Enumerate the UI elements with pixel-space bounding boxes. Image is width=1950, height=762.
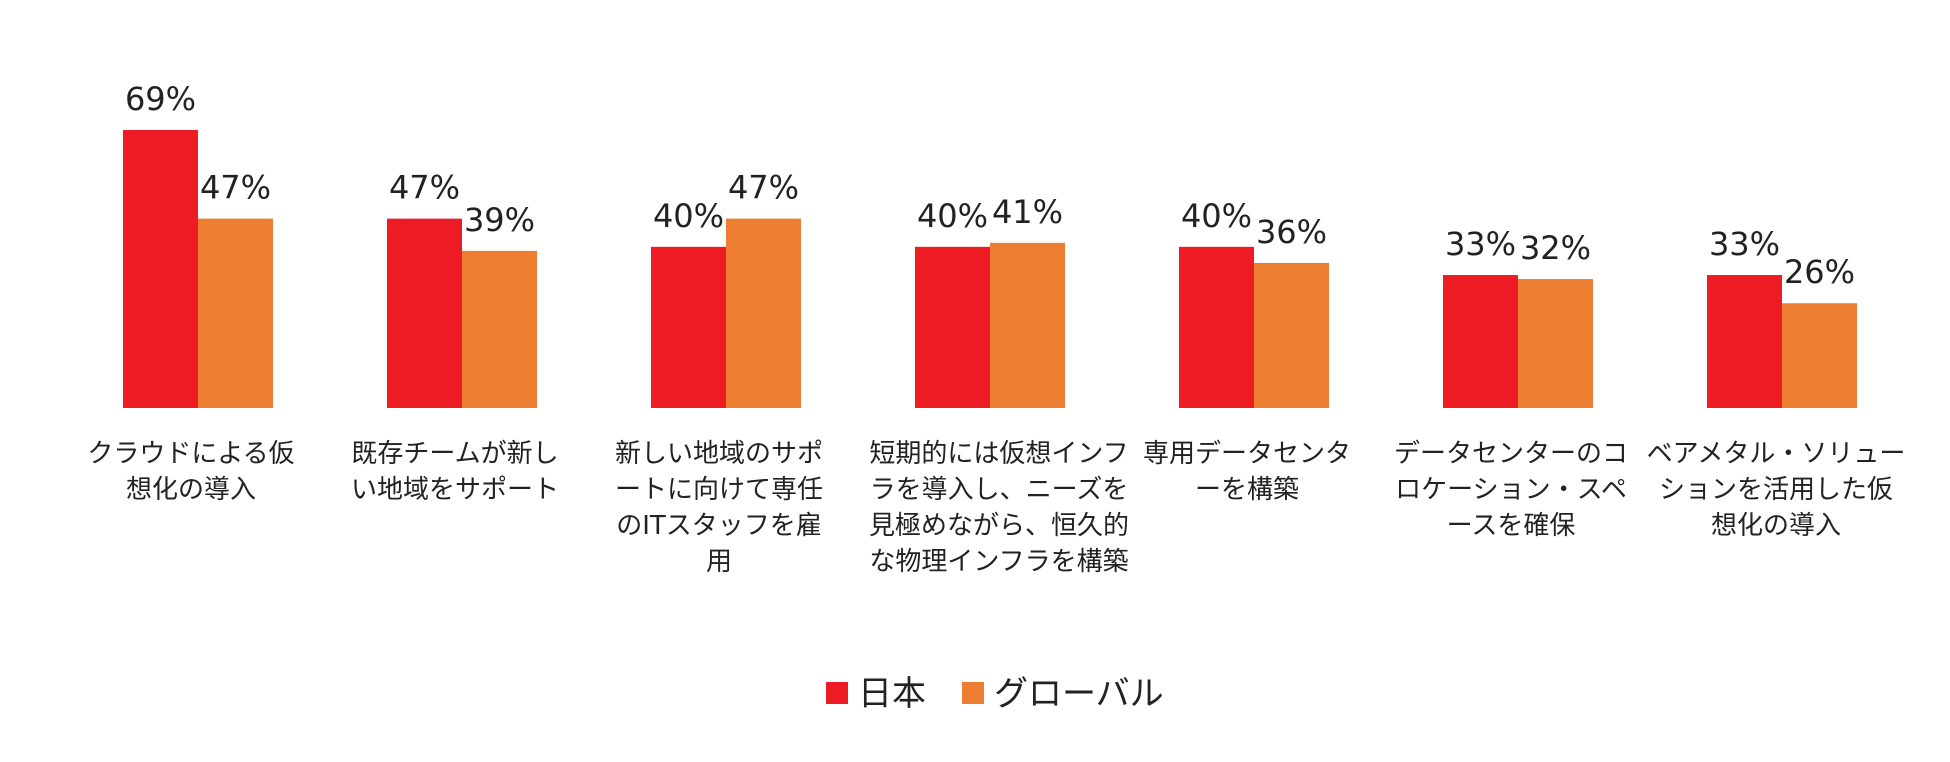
value-label-japan-5: 33% bbox=[1445, 225, 1516, 263]
bars-group bbox=[123, 130, 1857, 408]
category-label-3-line-3: な物理インフラを構築 bbox=[869, 547, 1128, 577]
bar-japan-1 bbox=[387, 218, 462, 408]
value-label-global-2: 47% bbox=[728, 169, 799, 207]
category-label-0-line-0: クラウドによる仮 bbox=[87, 439, 294, 469]
value-label-japan-1: 47% bbox=[389, 169, 460, 207]
bar-global-3 bbox=[990, 242, 1065, 408]
category-label-3-line-2: 見極めながら、恒久的 bbox=[869, 511, 1129, 541]
category-label-3-line-1: ラを導入し、ニーズを bbox=[870, 475, 1129, 505]
category-label-2-line-0: 新しい地域のサポ bbox=[615, 439, 823, 469]
bar-global-5 bbox=[1518, 279, 1593, 408]
bar-global-4 bbox=[1254, 262, 1329, 408]
category-label-6-line-2: 想化の導入 bbox=[1711, 511, 1841, 541]
value-label-global-4: 36% bbox=[1256, 213, 1327, 251]
legend-label-japan: 日本 bbox=[858, 674, 926, 714]
legend: 日本 グローバル bbox=[826, 674, 1164, 714]
legend-swatch-japan bbox=[826, 682, 848, 704]
bar-japan-3 bbox=[915, 246, 990, 408]
bar-japan-0 bbox=[123, 130, 198, 408]
bar-japan-2 bbox=[651, 246, 726, 408]
value-label-japan-0: 69% bbox=[125, 80, 196, 118]
category-label-5-line-1: ロケーション・スペ bbox=[1395, 475, 1627, 505]
value-label-global-0: 47% bbox=[200, 169, 271, 207]
bar-global-0 bbox=[198, 218, 273, 408]
category-label-5-line-0: データセンターのコ bbox=[1394, 439, 1628, 469]
category-label-4-line-1: ーを構築 bbox=[1195, 475, 1299, 505]
category-label-6-line-1: ションを活用した仮 bbox=[1659, 475, 1893, 505]
bar-global-6 bbox=[1782, 303, 1857, 408]
value-label-global-3: 41% bbox=[992, 193, 1063, 231]
bar-global-2 bbox=[726, 218, 801, 408]
category-label-0-line-1: 想化の導入 bbox=[126, 475, 256, 505]
value-label-japan-4: 40% bbox=[1181, 197, 1252, 235]
category-label-3-line-0: 短期的には仮想インフ bbox=[869, 439, 1128, 469]
value-label-japan-6: 33% bbox=[1709, 225, 1780, 263]
category-label-2-line-2: のITスタッフを雇 bbox=[616, 511, 822, 541]
value-label-japan-2: 40% bbox=[653, 197, 724, 235]
category-label-5-line-2: ースを確保 bbox=[1447, 511, 1576, 541]
category-labels-group: クラウドによる仮想化の導入既存チームが新しい地域をサポート新しい地域のサポートに… bbox=[87, 439, 1905, 577]
category-label-2-line-3: 用 bbox=[706, 547, 732, 577]
bar-japan-5 bbox=[1443, 275, 1518, 408]
bar-global-1 bbox=[462, 250, 537, 408]
bar-japan-4 bbox=[1179, 246, 1254, 408]
legend-swatch-global bbox=[962, 682, 984, 704]
category-label-1-line-1: い地域をサポート bbox=[351, 475, 559, 505]
value-label-global-5: 32% bbox=[1520, 229, 1591, 267]
category-label-6-line-0: ベアメタル・ソリュー bbox=[1647, 439, 1906, 469]
legend-label-global: グローバル bbox=[994, 674, 1164, 714]
category-label-2-line-1: ートに向けて専任 bbox=[615, 475, 823, 505]
value-labels-group: 69%47% 47%39% 40%47%40% 41% 40% 36% 33% 32% 33%2… bbox=[125, 80, 1855, 291]
value-label-global-1: 39% bbox=[464, 201, 535, 239]
bar-japan-6 bbox=[1707, 275, 1782, 408]
value-label-japan-3: 40% bbox=[917, 197, 988, 235]
category-label-4-line-0: 専用データセンタ bbox=[1143, 439, 1351, 469]
value-label-global-6: 26% bbox=[1784, 253, 1855, 291]
category-label-1-line-0: 既存チームが新し bbox=[351, 439, 558, 469]
